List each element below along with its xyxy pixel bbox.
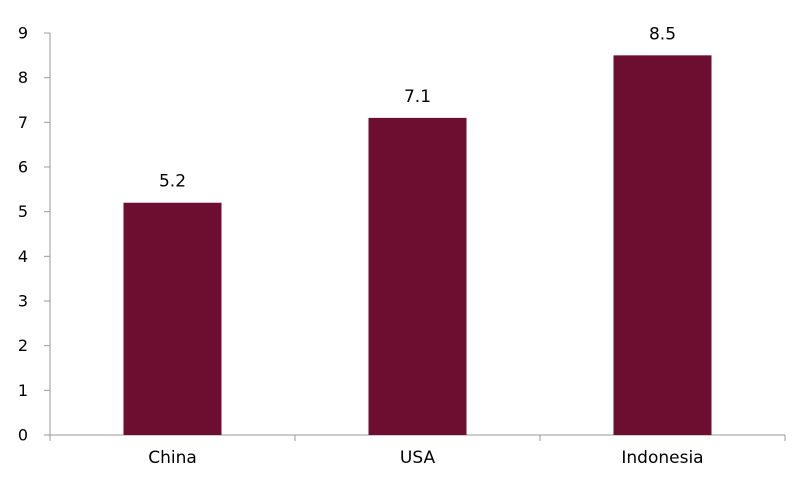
data-labels: 5.2 7.1 8.5 — [159, 24, 676, 191]
y-tick-label: 4 — [18, 247, 28, 266]
bar-usa — [368, 117, 467, 435]
bar-indonesia — [613, 55, 712, 435]
y-axis: 0 1 2 3 4 5 6 7 8 9 — [18, 24, 51, 445]
bars — [123, 55, 712, 435]
y-tick-label: 2 — [18, 336, 28, 355]
x-axis: China USA Indonesia — [49, 434, 786, 468]
bar-value-label: 7.1 — [404, 87, 431, 107]
x-category-label: USA — [400, 448, 436, 468]
y-tick-label: 9 — [18, 24, 28, 43]
x-category-label: China — [148, 448, 197, 468]
bar-value-label: 8.5 — [649, 24, 676, 44]
y-tick-label: 8 — [18, 68, 28, 87]
x-category-label: Indonesia — [621, 448, 703, 468]
bar-china — [123, 202, 222, 435]
y-tick-label: 3 — [18, 292, 28, 311]
y-tick-label: 7 — [18, 113, 28, 132]
y-tick-label: 1 — [18, 381, 28, 400]
y-tick-label: 5 — [18, 202, 28, 221]
y-tick-label: 0 — [18, 426, 28, 445]
bar-value-label: 5.2 — [159, 172, 186, 192]
y-tick-label: 6 — [18, 158, 28, 177]
